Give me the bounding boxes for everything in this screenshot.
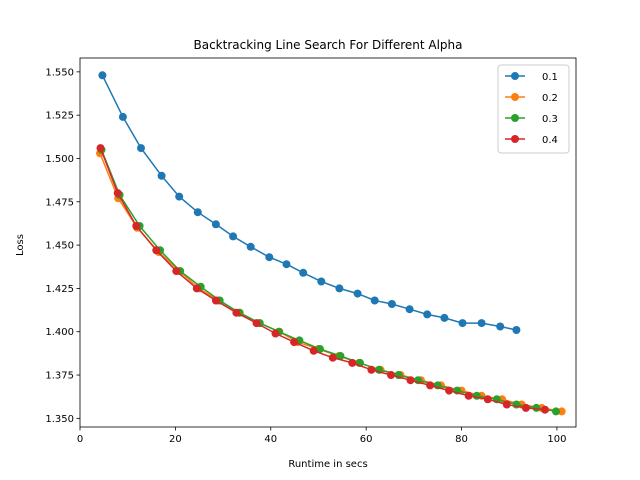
data-point [118, 112, 127, 121]
y-tick-label: 1.350 [45, 414, 74, 425]
data-point [157, 171, 166, 180]
legend-label: 0.4 [542, 135, 558, 146]
data-point [246, 242, 255, 251]
legend-swatch-marker [511, 93, 519, 101]
data-point [440, 313, 449, 322]
y-tick-label: 1.550 [45, 67, 74, 78]
data-point [113, 189, 122, 198]
y-tick-label: 1.475 [45, 197, 74, 208]
data-point [541, 405, 549, 414]
legend-entry-0.1: 0.1 [505, 72, 558, 83]
data-point [299, 268, 308, 277]
y-tick-label: 1.425 [45, 284, 74, 295]
data-point [328, 353, 337, 362]
y-tick-label: 1.450 [45, 241, 74, 252]
data-point [336, 352, 345, 360]
data-point [387, 300, 396, 308]
legend-label: 0.3 [542, 114, 558, 125]
data-point [315, 345, 324, 353]
data-point [521, 403, 530, 412]
data-point [265, 253, 274, 262]
data-point [423, 310, 432, 319]
data-point [175, 192, 184, 201]
series-0.1 [98, 71, 521, 334]
data-point [193, 208, 202, 217]
data-point [309, 346, 318, 355]
y-tick-label: 1.400 [45, 327, 74, 338]
legend-box [497, 64, 570, 154]
data-point [464, 391, 473, 400]
data-point [152, 246, 161, 255]
y-tick-label: 1.375 [45, 371, 74, 382]
data-point [348, 358, 357, 367]
data-point [98, 71, 107, 80]
data-point [472, 391, 481, 400]
data-point [96, 144, 105, 153]
legend-entry-0.3: 0.3 [505, 114, 558, 125]
y-axis-label: Loss [15, 234, 26, 256]
data-point [211, 296, 220, 305]
chart-title: Backtracking Line Search For Different A… [194, 38, 463, 52]
data-point [282, 260, 291, 269]
data-point [557, 407, 566, 416]
data-point [192, 284, 201, 293]
data-point [406, 376, 415, 385]
data-point [552, 407, 560, 416]
legend-swatch-marker [511, 72, 519, 80]
legend: 0.1 0.2 0.3 0.4 [497, 64, 570, 154]
data-point [132, 222, 141, 230]
series-0.4 [96, 144, 549, 414]
x-axis-label: Runtime in secs [288, 459, 367, 470]
legend-entry-0.2: 0.2 [505, 93, 558, 104]
x-tick-label: 40 [264, 434, 277, 445]
data-point [496, 322, 505, 331]
data-point [232, 308, 241, 317]
y-tick-label: 1.525 [45, 111, 74, 122]
legend-swatch-marker [511, 135, 519, 143]
legend-label: 0.1 [542, 72, 558, 83]
data-point [290, 338, 299, 347]
x-tick-label: 60 [360, 434, 373, 445]
data-point [502, 400, 511, 409]
y-tick-label: 1.500 [45, 154, 74, 165]
x-tick-label: 80 [455, 434, 468, 445]
legend-entry-0.4: 0.4 [505, 135, 558, 146]
legend-swatch-marker [511, 114, 519, 122]
data-point [483, 395, 492, 404]
data-point [137, 144, 145, 153]
axes: 0 20 40 60 80 100 1.350 1.375 1.400 1.425 1.450 1.4… [45, 57, 577, 445]
data-point [532, 403, 541, 412]
data-point [252, 319, 261, 328]
x-tick-label: 100 [547, 434, 566, 445]
data-point [387, 371, 395, 379]
data-point [317, 277, 326, 286]
data-point [458, 319, 467, 328]
plot-frame [79, 57, 577, 428]
data-point [370, 296, 379, 305]
data-point [271, 329, 280, 338]
legend-label: 0.2 [542, 93, 558, 104]
data-point [353, 289, 362, 298]
data-point [229, 232, 238, 241]
data-point [512, 326, 521, 334]
data-point [172, 267, 181, 276]
data-point [335, 284, 344, 293]
data-point [477, 319, 486, 328]
data-point [211, 220, 220, 229]
data-point [445, 386, 454, 395]
x-tick-label: 20 [169, 434, 182, 445]
x-tick-label: 0 [77, 434, 83, 445]
plot-area [96, 71, 566, 416]
data-point [405, 305, 414, 314]
data-point [426, 381, 435, 390]
data-point [367, 365, 376, 374]
